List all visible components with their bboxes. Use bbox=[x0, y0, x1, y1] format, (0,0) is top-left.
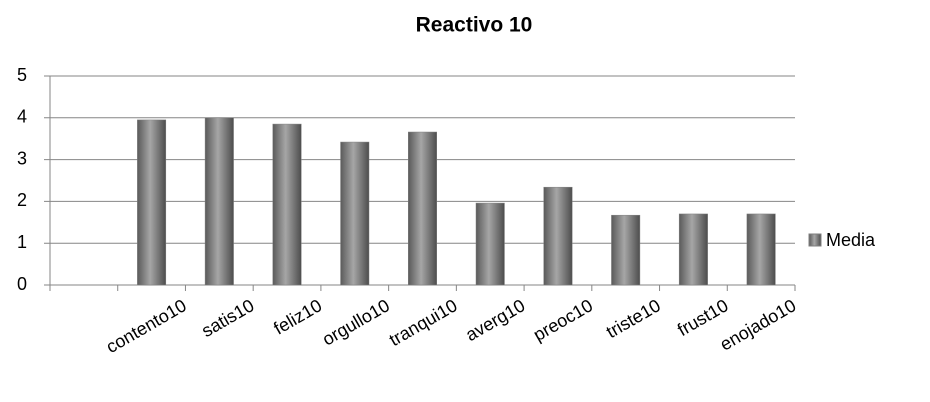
bar bbox=[611, 214, 641, 286]
x-tick-label: contento10 bbox=[103, 295, 190, 357]
bar bbox=[475, 202, 505, 286]
legend-label: Media bbox=[826, 230, 876, 250]
y-tick-label: 4 bbox=[17, 107, 27, 127]
x-tick-label: orgullo10 bbox=[319, 295, 393, 349]
bar bbox=[204, 117, 234, 286]
bar bbox=[678, 213, 708, 286]
bar bbox=[340, 141, 370, 286]
y-tick-label: 3 bbox=[17, 148, 27, 168]
y-tick-label: 0 bbox=[17, 274, 27, 294]
bar bbox=[746, 213, 776, 286]
x-tick-label: averg10 bbox=[462, 295, 528, 345]
y-tick-label: 1 bbox=[17, 232, 27, 252]
legend-swatch bbox=[808, 233, 822, 247]
bar bbox=[543, 186, 573, 286]
x-tick-label: enojado10 bbox=[717, 295, 800, 354]
x-tick-label: tranqui10 bbox=[386, 295, 461, 350]
bar bbox=[272, 123, 302, 286]
chart-title: Reactivo 10 bbox=[416, 14, 533, 37]
x-tick-label: satis10 bbox=[198, 295, 257, 341]
y-tick-label: 2 bbox=[17, 190, 27, 210]
x-tick-label: feliz10 bbox=[270, 295, 325, 338]
bar bbox=[137, 119, 167, 286]
x-tick-label: triste10 bbox=[603, 295, 664, 342]
y-tick-label: 5 bbox=[17, 65, 27, 85]
x-tick-label: preoc10 bbox=[530, 295, 596, 345]
bar bbox=[408, 131, 437, 286]
